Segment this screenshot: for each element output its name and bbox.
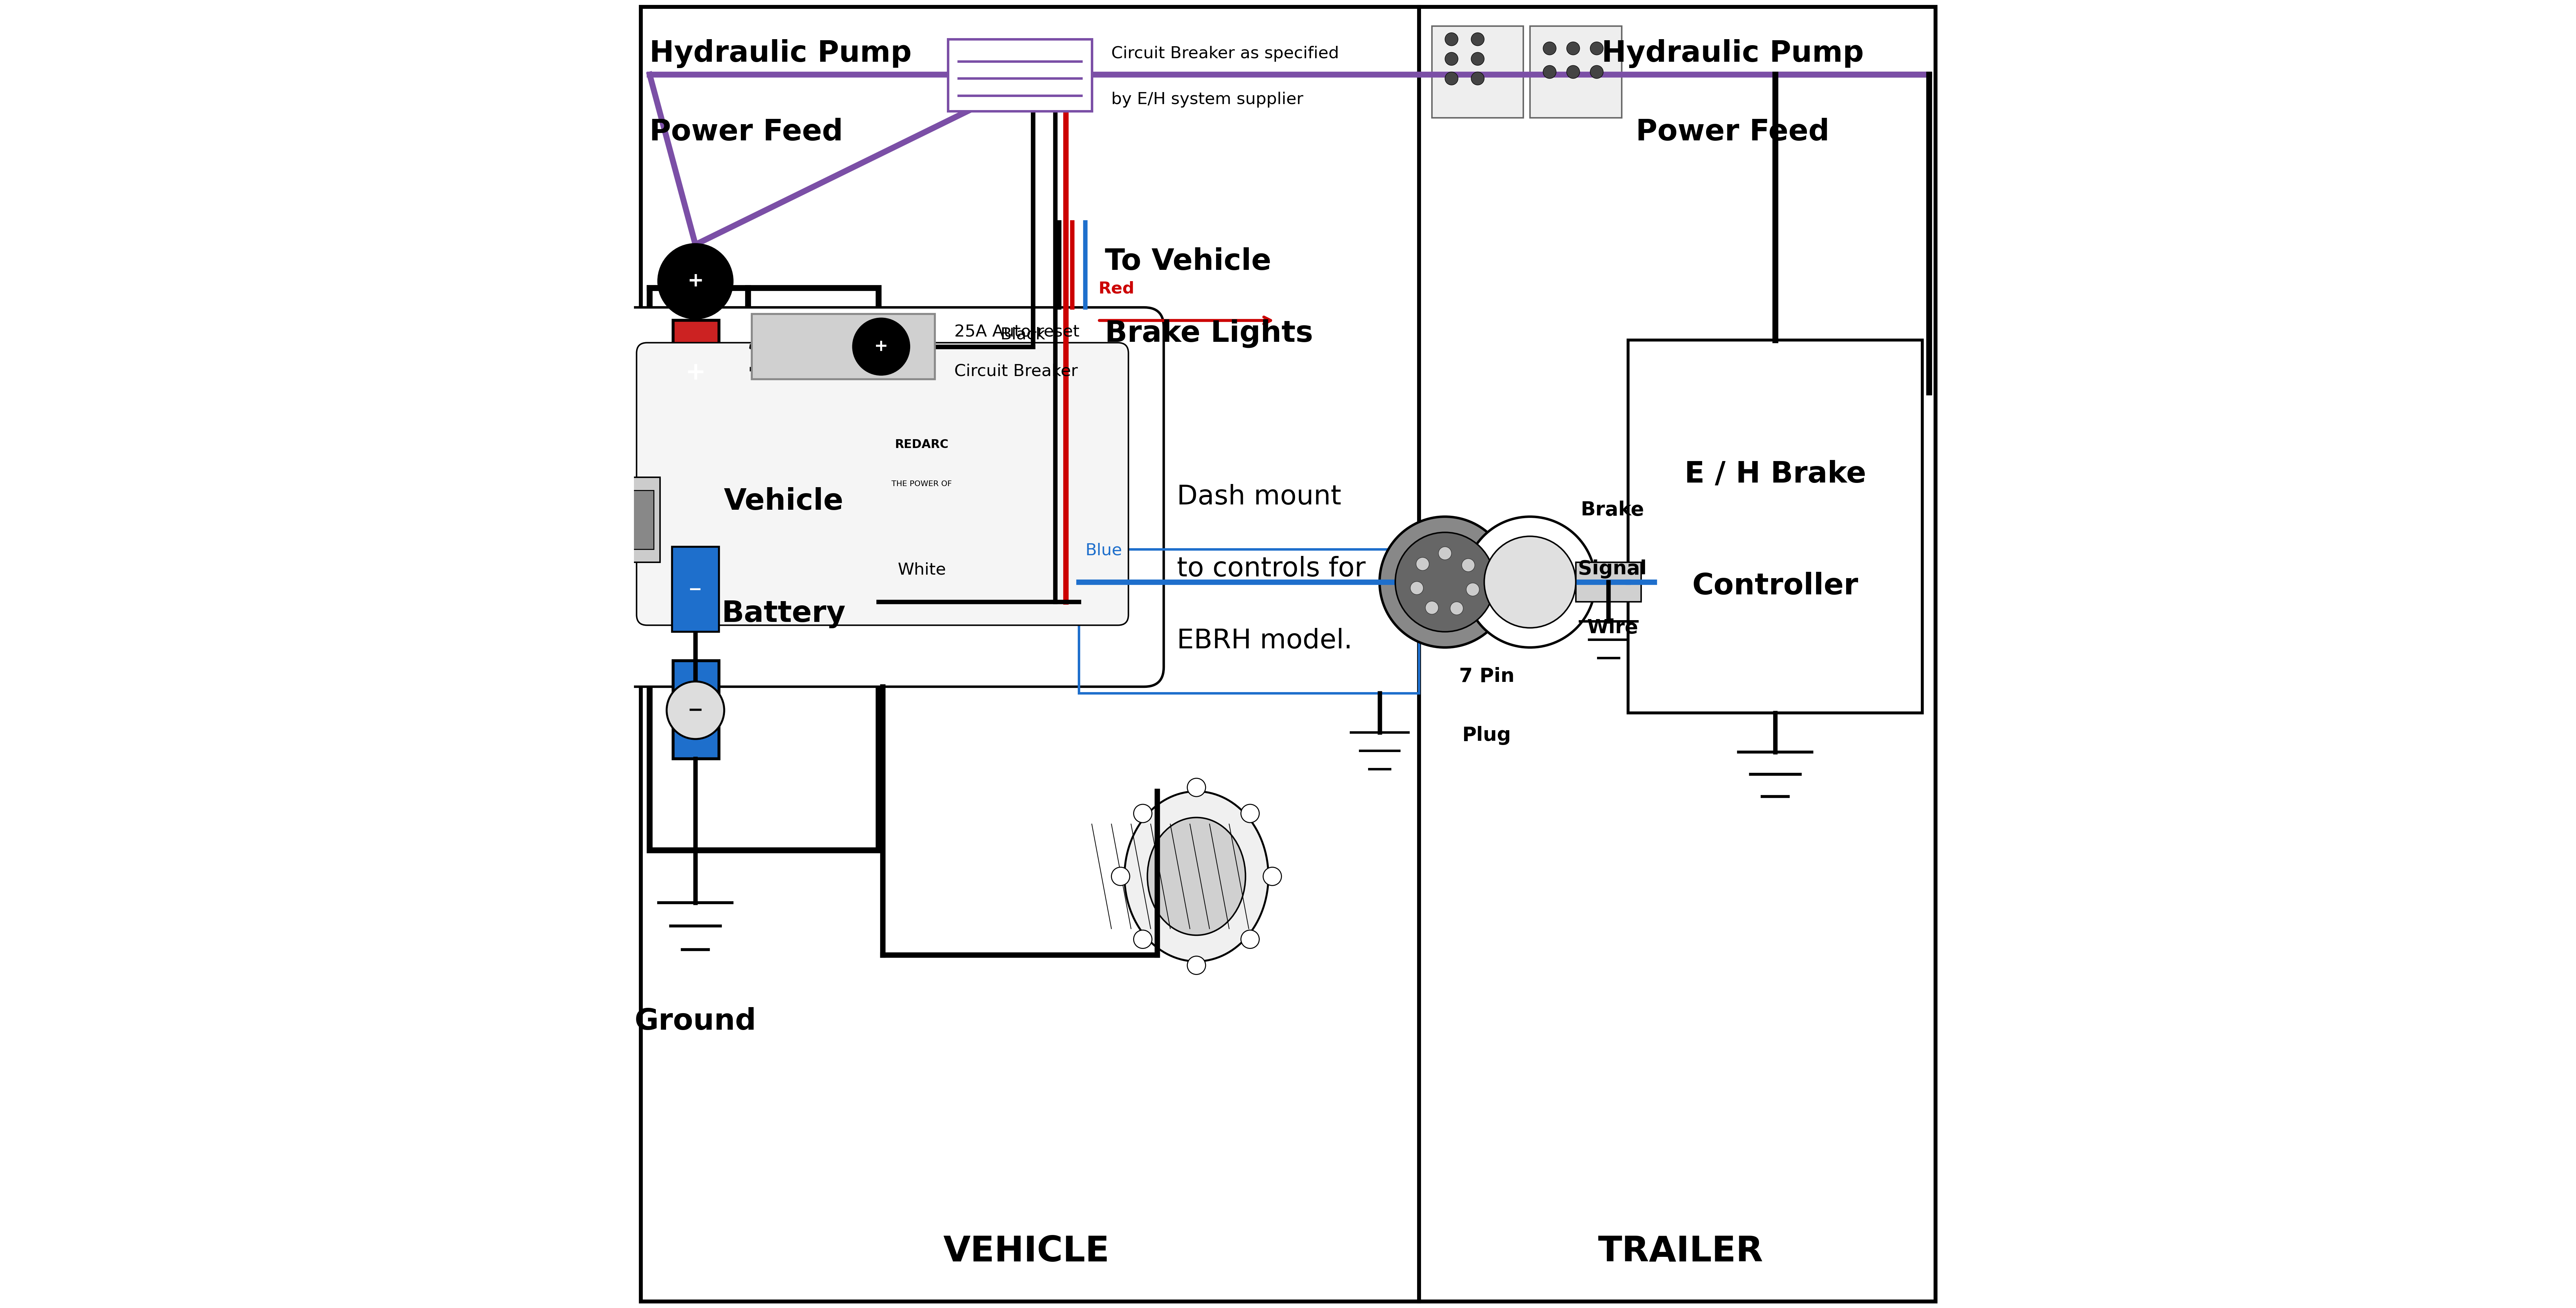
- Text: VEHICLE: VEHICLE: [943, 1235, 1110, 1269]
- Text: Signal: Signal: [1579, 560, 1646, 578]
- Text: EBRH model.: EBRH model.: [1177, 628, 1352, 654]
- Text: Hydraulic Pump: Hydraulic Pump: [1602, 39, 1865, 68]
- Circle shape: [1242, 930, 1260, 948]
- Text: to controls for: to controls for: [1177, 556, 1365, 582]
- Circle shape: [1461, 559, 1476, 572]
- Circle shape: [1133, 930, 1151, 948]
- Circle shape: [853, 318, 909, 375]
- Ellipse shape: [1126, 791, 1267, 961]
- Circle shape: [1589, 42, 1602, 55]
- Circle shape: [1543, 42, 1556, 55]
- Text: Vehicle: Vehicle: [724, 487, 842, 515]
- Text: Black: Black: [999, 327, 1046, 343]
- Text: Ground: Ground: [634, 1007, 757, 1036]
- Circle shape: [1242, 804, 1260, 823]
- Circle shape: [1471, 72, 1484, 85]
- Text: Circuit Breaker as specified: Circuit Breaker as specified: [1110, 46, 1340, 61]
- Circle shape: [1466, 517, 1595, 647]
- Text: −: −: [685, 698, 706, 722]
- Text: Blue: Blue: [1084, 543, 1123, 559]
- Circle shape: [1262, 867, 1280, 886]
- Text: Power Feed: Power Feed: [1636, 118, 1829, 146]
- Circle shape: [1396, 532, 1494, 632]
- Text: THE POWER OF: THE POWER OF: [891, 480, 953, 488]
- Bar: [1530, 26, 1620, 118]
- Circle shape: [1188, 778, 1206, 797]
- Circle shape: [1566, 42, 1579, 55]
- Circle shape: [1409, 582, 1425, 595]
- Text: Controller: Controller: [1692, 572, 1857, 600]
- Text: TRAILER: TRAILER: [1597, 1235, 1762, 1269]
- Text: +: +: [873, 339, 889, 354]
- Ellipse shape: [1146, 817, 1244, 935]
- Bar: [608, 477, 659, 562]
- Text: 7 Pin: 7 Pin: [1458, 667, 1515, 687]
- Circle shape: [1188, 956, 1206, 974]
- Circle shape: [1450, 602, 1463, 615]
- Circle shape: [1445, 72, 1458, 85]
- Circle shape: [1471, 52, 1484, 65]
- Text: Dash mount: Dash mount: [1177, 484, 1342, 510]
- Text: Brake Lights: Brake Lights: [1105, 319, 1314, 348]
- Circle shape: [1133, 804, 1151, 823]
- Bar: [672, 320, 719, 419]
- Circle shape: [667, 681, 724, 739]
- Bar: [672, 661, 719, 759]
- Text: +: +: [685, 361, 706, 385]
- Text: Plug: Plug: [1463, 726, 1512, 746]
- Circle shape: [659, 245, 732, 318]
- Text: Battery: Battery: [721, 599, 845, 628]
- Bar: [1628, 340, 1922, 713]
- Circle shape: [1445, 52, 1458, 65]
- Text: 25A Auto-reset: 25A Auto-reset: [956, 324, 1079, 340]
- Circle shape: [1417, 557, 1430, 570]
- Bar: [948, 39, 1092, 111]
- Text: Power Feed: Power Feed: [649, 118, 842, 146]
- Bar: [672, 547, 719, 632]
- Text: −: −: [688, 701, 703, 719]
- Circle shape: [1471, 33, 1484, 46]
- Bar: [1079, 549, 1419, 693]
- Bar: [649, 288, 878, 850]
- Circle shape: [1445, 33, 1458, 46]
- Text: +: +: [688, 272, 703, 290]
- Circle shape: [1437, 547, 1450, 560]
- Circle shape: [1110, 867, 1131, 886]
- Circle shape: [1566, 65, 1579, 78]
- Circle shape: [1466, 583, 1479, 596]
- Bar: [1432, 26, 1522, 118]
- Text: E / H Brake: E / H Brake: [1685, 460, 1865, 489]
- Text: by E/H system supplier: by E/H system supplier: [1110, 92, 1303, 107]
- Text: Brake: Brake: [1582, 501, 1643, 519]
- FancyBboxPatch shape: [636, 343, 1128, 625]
- Text: Hydraulic Pump: Hydraulic Pump: [649, 39, 912, 68]
- Bar: [613, 490, 654, 549]
- Text: Wire: Wire: [1587, 619, 1638, 637]
- Circle shape: [1381, 517, 1510, 647]
- Circle shape: [1425, 602, 1437, 615]
- Text: −: −: [688, 582, 703, 598]
- Text: REDARC: REDARC: [894, 439, 948, 450]
- Bar: [1577, 562, 1641, 602]
- Circle shape: [1589, 65, 1602, 78]
- Bar: [752, 314, 935, 379]
- Text: To Vehicle: To Vehicle: [1105, 247, 1270, 276]
- Circle shape: [1543, 65, 1556, 78]
- Text: White: White: [896, 562, 945, 578]
- Text: Red: Red: [1097, 281, 1133, 297]
- FancyBboxPatch shape: [600, 307, 1164, 687]
- Text: Circuit Breaker: Circuit Breaker: [956, 364, 1077, 379]
- Circle shape: [1484, 536, 1577, 628]
